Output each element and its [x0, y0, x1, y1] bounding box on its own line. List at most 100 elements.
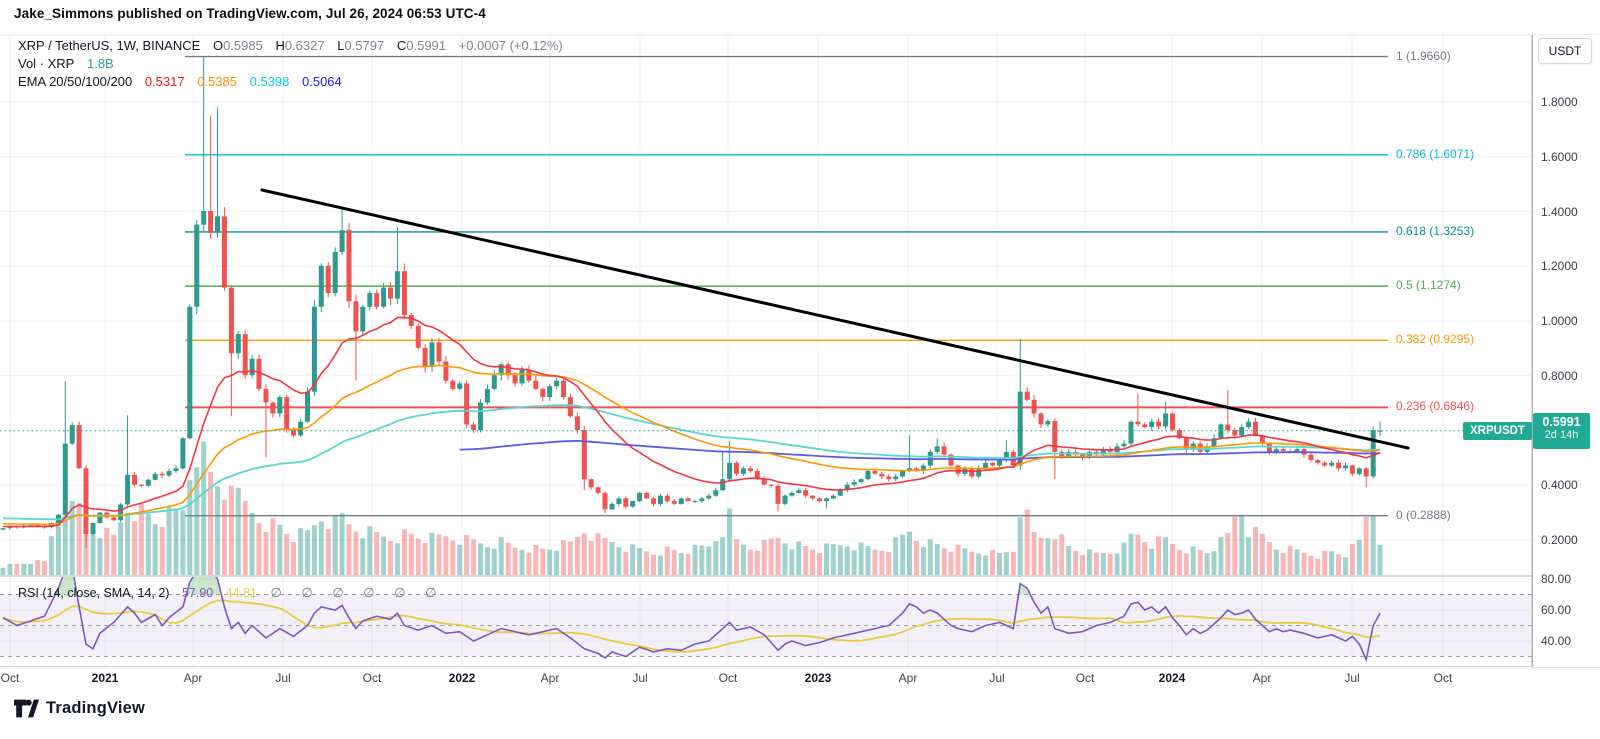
volume-bar: [1225, 533, 1231, 575]
time-label-month: Oct: [362, 671, 382, 685]
last-price-value: 0.5991: [1542, 414, 1581, 429]
volume-bar: [1253, 526, 1258, 575]
time-scale[interactable]: Oct 2021 Apr Jul Oct 2022 Apr Jul Oct 2023 Apr Jul O…: [0, 667, 1532, 691]
volume-bar: [277, 524, 283, 575]
candle-body: [388, 287, 393, 299]
volume-bar: [48, 536, 54, 575]
volume-bar: [1259, 533, 1265, 575]
candle-body: [83, 468, 89, 534]
candle-body: [401, 271, 407, 315]
candle-body: [976, 468, 982, 477]
volume-bar: [1038, 537, 1044, 575]
tradingview-footer[interactable]: TradingView: [14, 697, 145, 720]
volume-bar: [318, 521, 324, 575]
candle-body: [242, 334, 248, 376]
volume-bar: [1280, 552, 1286, 575]
candle-body: [1059, 451, 1065, 458]
volume-bar: [983, 555, 989, 575]
volume-bar: [450, 540, 456, 575]
volume-bar: [138, 503, 144, 575]
ema-legend[interactable]: EMA 20/50/100/200 0.5317 0.5385 0.5398 0…: [18, 74, 342, 89]
candle-body: [1239, 427, 1245, 436]
open-value: 0.5985: [223, 38, 263, 53]
volume-bar: [900, 534, 906, 575]
symbol-title[interactable]: XRP / TetherUS, 1W, BINANCE: [18, 38, 201, 53]
volume-bar: [35, 559, 41, 575]
price-tick: 0.4000: [1541, 478, 1578, 493]
volume-bar: [471, 539, 477, 575]
volume-bar: [1059, 534, 1065, 575]
volume-bar: [872, 549, 878, 575]
volume-bar: [1086, 549, 1092, 575]
volume-bar: [678, 553, 684, 575]
volume-bar: [997, 553, 1002, 575]
candle-body: [256, 358, 262, 389]
rsi-params: (14, close, SMA, 14, 2): [42, 586, 170, 600]
time-label-month: Oct: [0, 671, 20, 685]
volume-bar: [1315, 558, 1321, 575]
candle-body: [0, 528, 6, 530]
volume-bar: [810, 549, 816, 575]
volume-bar: [1073, 550, 1079, 575]
volume-bar: [1163, 537, 1169, 575]
volume-bar: [913, 541, 919, 575]
volume-legend[interactable]: Vol · XRP 1.8B: [18, 56, 114, 71]
candle-body: [761, 479, 767, 485]
candle-body: [111, 517, 117, 521]
rsi-legend[interactable]: RSI (14, close, SMA, 14, 2) 57.90 44.81 …: [18, 585, 445, 601]
candle-body: [872, 471, 878, 474]
candle-body: [249, 358, 255, 376]
volume-bar: [228, 485, 234, 575]
volume-bar: [927, 539, 933, 575]
volume-bar: [325, 529, 331, 575]
time-label-month: Jul: [1344, 671, 1360, 685]
ema50-line: [2, 364, 1381, 526]
volume-bar: [1024, 509, 1030, 575]
volume-bar: [152, 524, 158, 575]
candle-body: [422, 347, 428, 367]
volume-bar: [1266, 542, 1272, 575]
volume-bar: [1080, 555, 1085, 575]
symbol-price-badge: XRPUSDT: [1463, 421, 1532, 440]
volume-bar: [865, 546, 871, 575]
candle-body: [692, 501, 698, 503]
candle-body: [858, 479, 864, 482]
time-label-year: 2024: [1158, 671, 1186, 685]
volume-bar: [1301, 552, 1307, 575]
volume-bar: [581, 533, 587, 575]
candle-body: [644, 492, 650, 499]
volume-bar: [180, 510, 186, 575]
candle-body: [768, 484, 774, 486]
volume-bar: [1356, 540, 1362, 575]
volume-bar: [879, 550, 885, 575]
symbol-legend[interactable]: XRP / TetherUS, 1W, BINANCE O0.5985 H0.6…: [18, 38, 563, 53]
candle-body: [353, 301, 359, 332]
volume-bar: [118, 522, 124, 575]
currency-toggle-button[interactable]: USDT: [1538, 38, 1592, 64]
volume-bar: [1114, 553, 1120, 575]
volume-bar: [830, 544, 836, 575]
volume-bar: [920, 546, 926, 575]
candle-body: [194, 224, 200, 307]
volume-bar: [311, 525, 317, 575]
rsi-tick: 80.00: [1541, 572, 1572, 586]
candle-body: [360, 306, 366, 332]
descending-trendline[interactable]: [260, 188, 1410, 450]
candle-body: [747, 468, 753, 471]
volume-bar: [111, 534, 117, 575]
candle-body: [713, 490, 719, 496]
volume-bar: [14, 563, 20, 575]
volume-bar: [651, 554, 656, 575]
volume-bar: [512, 547, 518, 575]
candle-body: [1294, 449, 1300, 452]
price-scale[interactable]: USDT 1.8000 1.6000 1.4000 1.2000 1.0000 0.800…: [1532, 35, 1600, 667]
high-value: 0.6327: [284, 38, 325, 53]
fib-retracement[interactable]: [185, 55, 1388, 517]
volume-bar: [69, 500, 75, 575]
volume-bar: [1128, 533, 1134, 575]
volume-bar: [42, 561, 47, 575]
rsi-sma-value: 44.81: [225, 586, 257, 600]
grid-lines: [0, 35, 1532, 667]
time-label-month: Oct: [1433, 671, 1453, 685]
